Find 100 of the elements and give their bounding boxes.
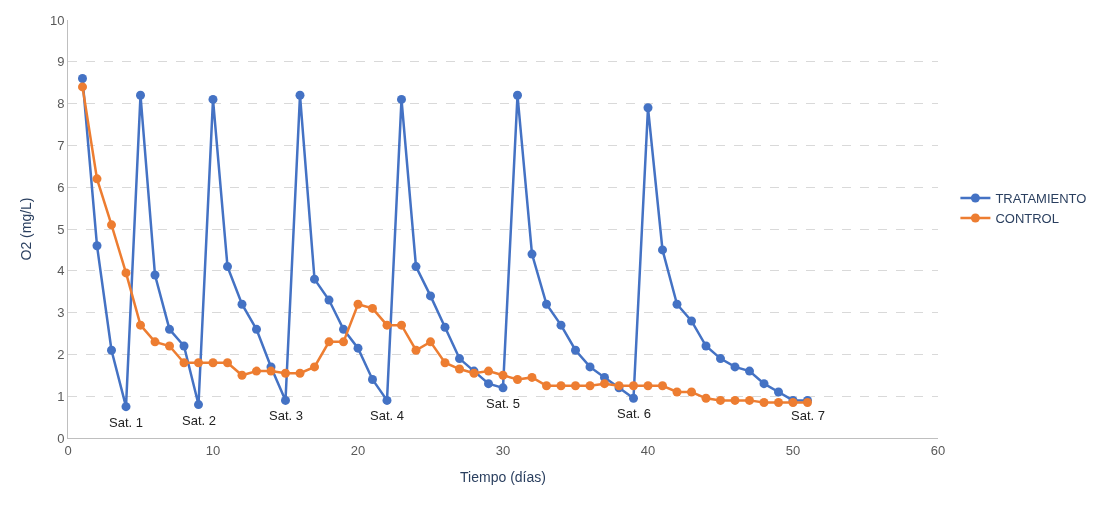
point [324,295,334,305]
annotation: Sat. 5 [486,396,520,411]
point [716,395,725,405]
point [194,400,203,410]
point [208,94,218,104]
legend-label: TRATAMIENTO [995,191,1087,207]
annotation: Sat. 6 [617,406,651,421]
point [397,94,406,104]
point [179,341,189,351]
point [382,395,392,405]
point [208,358,218,368]
point [237,299,247,309]
point [78,74,87,84]
point [643,103,653,113]
point [121,268,131,278]
point [107,220,116,230]
point [629,393,638,403]
point [353,343,363,353]
point [571,381,580,391]
annotation: Sat. 3 [269,408,303,423]
point [600,379,609,389]
point [585,381,595,391]
point [150,270,160,280]
point [281,395,290,405]
y-tick-label: 8 [57,96,65,112]
x-tick-label: 40 [640,442,656,458]
legend-label: CONTROL [995,211,1059,227]
point [368,303,377,313]
point [745,395,754,405]
point [353,299,363,309]
point [774,387,783,397]
point [571,345,580,355]
point [310,362,319,372]
point [136,90,145,100]
annotation: Sat. 4 [370,408,404,423]
point [687,316,696,326]
point [411,345,421,355]
point [78,82,87,92]
point [513,90,522,100]
point [730,362,740,372]
point [266,366,276,376]
point [455,364,464,374]
y-tick-label: 0 [57,430,65,446]
point [107,345,116,355]
point [295,90,305,100]
point [527,372,537,382]
point [310,274,319,284]
point [672,387,682,397]
point [716,354,725,364]
point [179,358,189,368]
point [92,241,102,251]
annotation: Sat. 2 [182,413,216,428]
point [730,395,740,405]
point [658,381,667,391]
point [455,354,464,364]
point [629,381,638,391]
point [556,381,566,391]
point [382,320,392,330]
x-tick-label: 20 [350,442,366,458]
point [281,368,290,378]
point [339,324,348,334]
point [745,366,754,376]
point [484,366,493,376]
x-tick-label: 60 [930,442,946,458]
point [701,393,711,403]
point [701,341,711,351]
point [237,370,247,380]
point [150,337,160,347]
point [339,337,348,347]
point [223,358,232,368]
point [527,249,537,259]
y-tick-label: 3 [57,305,65,321]
point [498,370,508,380]
y-tick-label: 7 [57,137,65,153]
point [556,320,566,330]
point [426,291,435,301]
point [397,320,406,330]
point [252,366,261,376]
point [774,397,783,407]
point [542,381,551,391]
point [165,341,174,351]
x-tick-label: 50 [785,442,801,458]
point [513,374,522,384]
x-axis-title: Tiempo (días) [460,468,546,485]
point [92,174,102,184]
point [440,358,450,368]
point [165,324,174,334]
point [658,245,667,255]
point [411,262,421,272]
y-tick-label: 10 [49,12,65,28]
point [194,358,203,368]
y-tick-label: 9 [57,54,65,70]
point [542,299,551,309]
point [136,320,145,330]
point [643,381,653,391]
point [426,337,435,347]
point [252,324,261,334]
point [759,379,769,389]
point [759,397,769,407]
y-tick-label: 4 [57,263,65,279]
